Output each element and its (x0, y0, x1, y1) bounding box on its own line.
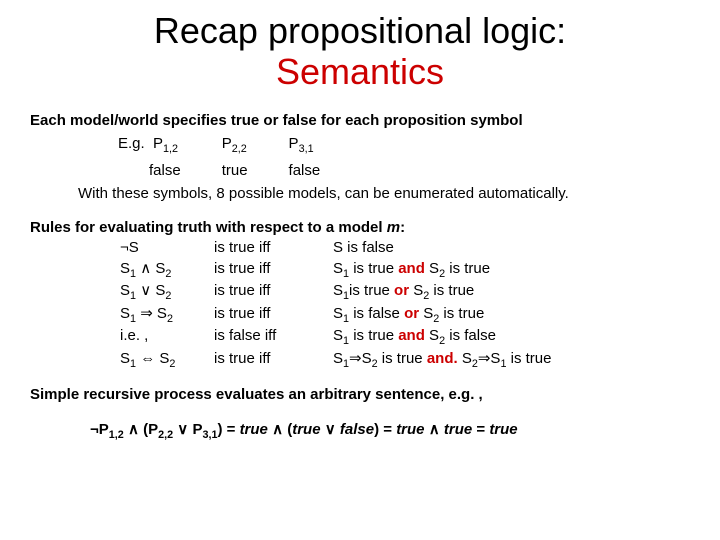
rule-row: ¬Sis true iffS is false (120, 238, 555, 258)
example-symbols-table: E.g. P1,2 P2,2 P3,1 false true false (115, 131, 360, 184)
section2-heading: Rules for evaluating truth with respect … (30, 218, 690, 238)
rule-row: S1 ∨ S2is true iffS1is true or S2 is tru… (120, 281, 555, 304)
title-line-1: Recap propositional logic: (154, 10, 566, 51)
section-rules: Rules for evaluating truth with respect … (30, 218, 690, 371)
section-models: Each model/world specifies true or false… (30, 111, 690, 204)
final-expression: ¬P1,2 ∧ (P2,2 ∨ P3,1) = true ∧ (true ∨ f… (90, 420, 690, 443)
rules-table: ¬Sis true iffS is falseS1 ∧ S2is true if… (120, 238, 555, 371)
section3-heading: Simple recursive process evaluates an ar… (30, 385, 690, 405)
eg-label: E.g. (118, 135, 145, 152)
section1-heading: Each model/world specifies true or false… (30, 111, 690, 131)
title-line-2: Semantics (276, 51, 444, 92)
section-recursive: Simple recursive process evaluates an ar… (30, 385, 690, 442)
rule-row: i.e. ,is false iffS1 is true and S2 is f… (120, 326, 555, 349)
section1-note: With these symbols, 8 possible models, c… (30, 184, 690, 204)
slide-title: Recap propositional logic: Semantics (30, 10, 690, 93)
rule-row: S1 ⇔ S2is true iffS1⇒S2 is true and. S2⇒… (120, 349, 555, 372)
rule-row: S1 ⇒ S2is true iffS1 is false or S2 is t… (120, 304, 555, 327)
rule-row: S1 ∧ S2is true iffS1 is true and S2 is t… (120, 259, 555, 282)
